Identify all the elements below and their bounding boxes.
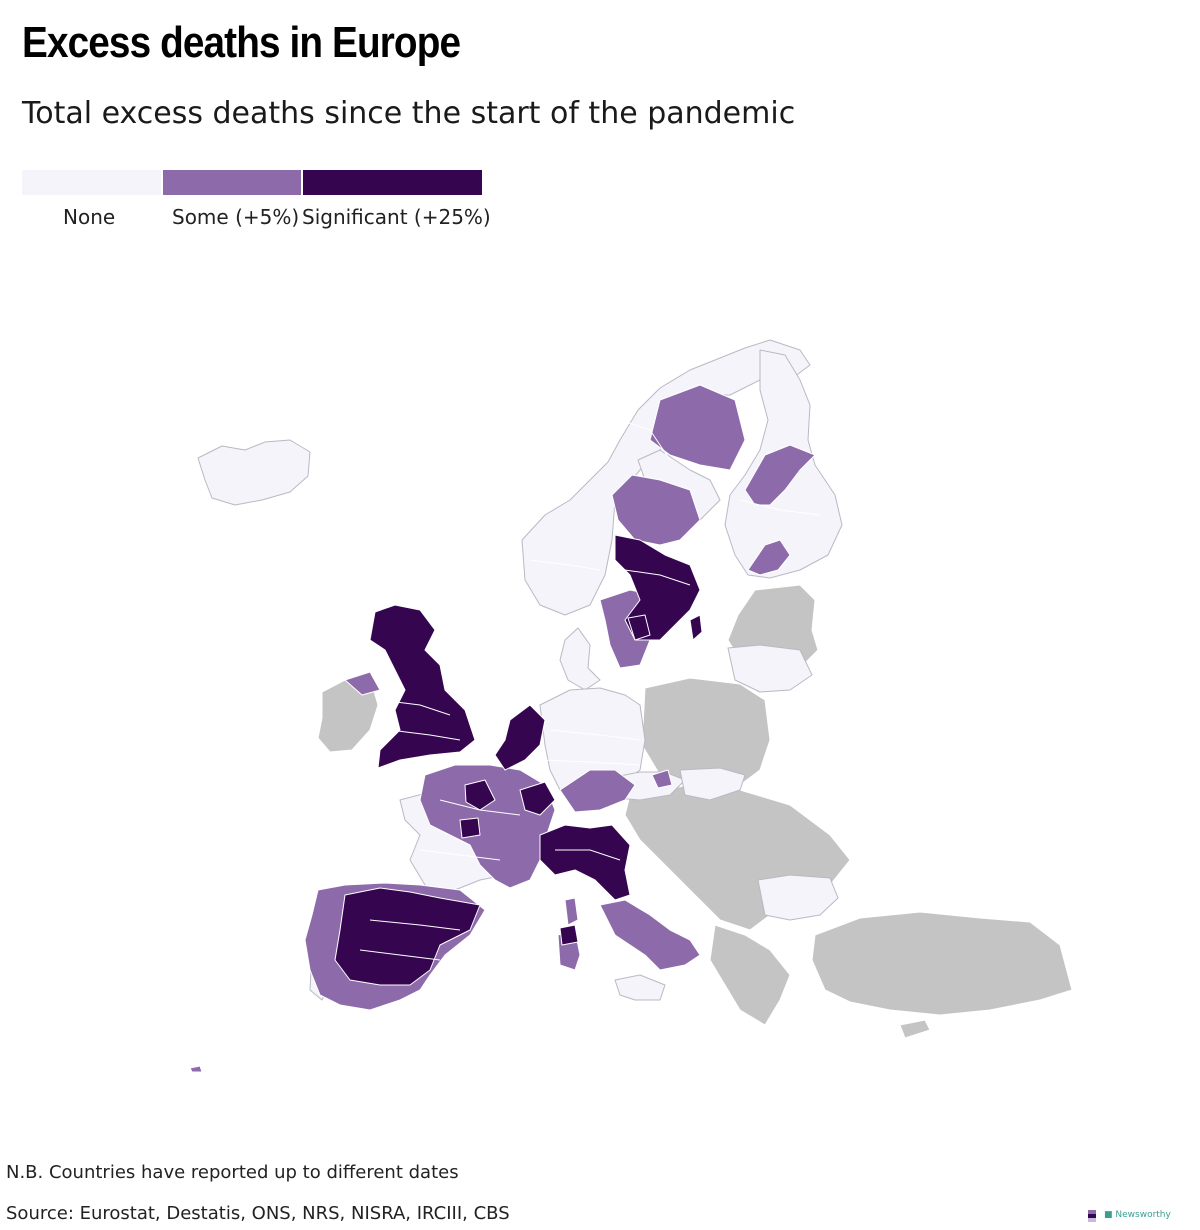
region-greece [709, 924, 791, 1026]
region-bulgaria [757, 874, 839, 921]
legend-label-none: None [63, 205, 116, 229]
legend-swatch-some [163, 170, 301, 195]
region-sweden-stockholm [614, 534, 701, 641]
region-poland [641, 677, 771, 786]
region-corsica-some [564, 897, 579, 926]
region-sicily-south-italy [614, 974, 666, 1001]
newsworthy-logo-icon: ■ [1104, 1210, 1113, 1220]
legend: None Some (+5%) Significant (+25%) [22, 170, 491, 240]
source-line: Source: Eurostat, Destatis, ONS, NRS, NI… [6, 1203, 510, 1224]
legend-label-some: Some (+5%) [172, 205, 300, 229]
footnote: N.B. Countries have reported up to diffe… [6, 1162, 459, 1183]
region-gotland [689, 614, 703, 641]
region-sweden-central [611, 474, 701, 546]
edjnet-logo-icon [1088, 1210, 1096, 1222]
region-italy-south-some [599, 899, 701, 971]
region-finland-south [747, 539, 791, 576]
region-spain-central [334, 887, 481, 986]
region-paris [464, 779, 496, 811]
region-sweden-malmo [627, 614, 651, 641]
region-poland-some [651, 769, 673, 789]
region-alsace [519, 781, 556, 816]
region-iceland [197, 439, 311, 506]
region-sardinia-sig [559, 924, 579, 946]
region-turkey [811, 911, 1073, 1016]
region-norway-north [649, 384, 746, 471]
region-uk [369, 604, 476, 769]
map-subtitle: Total excess deaths since the start of t… [22, 96, 796, 131]
legend-label-significant: Significant (+25%) [302, 205, 491, 229]
region-denmark [559, 627, 601, 691]
newsworthy-logo-label: Newsworthy [1115, 1210, 1171, 1220]
europe-map [189, 339, 1073, 1073]
region-slovakia [679, 767, 746, 801]
region-cyprus [899, 1019, 931, 1039]
logos: ■ Newsworthy [1066, 1208, 1171, 1226]
no-data-regions [317, 584, 1073, 1039]
region-baltic-none [727, 644, 813, 693]
legend-swatch-none [22, 170, 161, 195]
region-austria [559, 769, 636, 813]
map-title: Excess deaths in Europe [22, 18, 461, 67]
region-north-italy [539, 824, 631, 901]
region-borders [359, 419, 821, 961]
newsworthy-logo: ■ Newsworthy [1104, 1210, 1171, 1220]
region-finland-some [744, 444, 816, 506]
significant-regions [334, 534, 703, 986]
region-lyon [459, 817, 481, 839]
region-scotland-north [344, 671, 381, 696]
legend-swatch-significant [303, 170, 482, 195]
region-netherlands-belgium [494, 704, 546, 771]
region-azores [189, 1065, 203, 1073]
